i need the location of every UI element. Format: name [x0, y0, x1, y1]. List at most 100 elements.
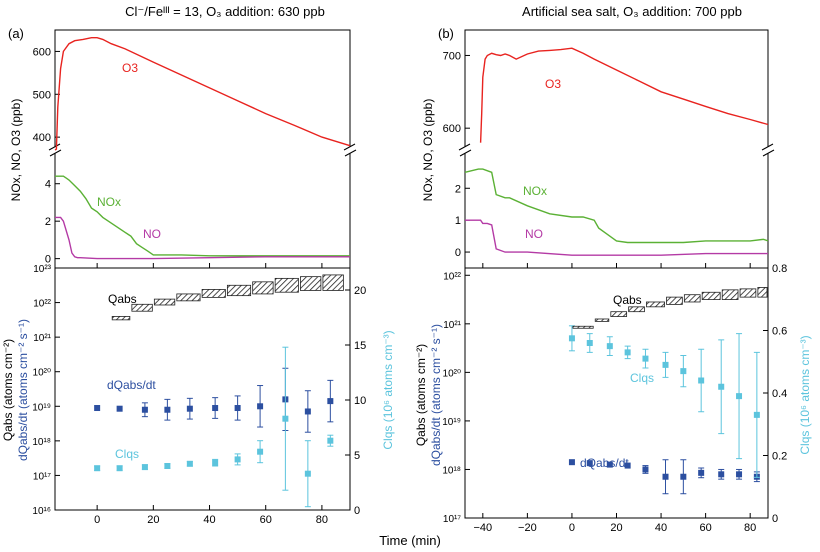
nox-y-tick-label: 4 [45, 179, 51, 191]
qabs-bar [572, 325, 594, 329]
x-tick-label: 80 [744, 522, 756, 534]
dq-point [568, 459, 575, 466]
right-y-tick-label: 0 [772, 513, 778, 525]
dq-point [606, 461, 613, 468]
cl-point [586, 340, 593, 346]
x-axis-title: Time (min) [379, 533, 441, 548]
dq-point [116, 405, 123, 412]
qabs-bar [176, 293, 201, 302]
qabs-bar [683, 294, 701, 303]
log-y-tick-label: 10¹⁷ [443, 514, 461, 525]
qabs-bar [226, 284, 252, 297]
panel-a: 0 20 40 60 80 400 500 600 0 2 4 10¹⁶ 10¹⁷ 10¹⁸ 10¹⁹ 10²… [1, 29, 395, 526]
dq-point [736, 471, 743, 478]
qabs-y-axis-label: Qabs (atoms cm⁻²) [1, 339, 15, 441]
axis-break-gap [459, 147, 471, 153]
nox-series-label: NOx [523, 184, 547, 198]
qabs-bar [628, 306, 645, 313]
cl-point [164, 463, 171, 469]
x-tick-label: 40 [655, 522, 667, 534]
right-y-tick-label: 15 [354, 340, 366, 352]
dq-point [186, 405, 193, 412]
qabs-bar [721, 289, 739, 300]
series-line-no [55, 216, 350, 260]
cl-point [753, 411, 760, 418]
x-tick-label: 60 [260, 514, 272, 526]
dq-y-axis-label: dQabs/dt (atoms cm⁻² s⁻¹) [429, 324, 443, 466]
cl-series-label: Clqs [630, 371, 654, 385]
log-y-tick-label: 10²⁰ [443, 368, 461, 379]
series-line-nox [464, 168, 769, 244]
cl-point [662, 361, 669, 368]
dq-y-axis-label: dQabs/dt (atoms cm⁻² s⁻¹) [16, 319, 30, 461]
panel-a-title: Cl⁻/Feᴵᴵᴵ = 13, O₃ addition: 630 ppb [125, 4, 325, 19]
o3-y-tick-label: 600 [33, 46, 51, 58]
dq-point [718, 471, 725, 478]
o3-series-label: O3 [122, 61, 138, 75]
qabs-series-label: Qabs [613, 293, 642, 307]
axis-break-mark [459, 149, 472, 157]
qabs-bar [153, 298, 176, 306]
nox-y-tick-label: 0 [455, 247, 461, 259]
right-y-tick-label: 0.6 [772, 326, 787, 338]
dq-point [212, 405, 219, 412]
log-y-tick-label: 10²² [33, 299, 51, 310]
axis-break-mark [344, 149, 357, 157]
qabs-bar [646, 301, 665, 308]
right-y-tick-label: 10 [354, 395, 366, 407]
cl-point [718, 383, 725, 390]
qabs-bar [111, 315, 131, 321]
panel-b: −40 −20 0 20 40 60 80 600 700 0 1 2 10¹⁷ 10¹⁸ 10¹⁹ 10²⁰… [414, 29, 812, 534]
top-y-axis-label: NOx, NO, O3 (ppb) [9, 99, 23, 202]
log-y-tick-label: 10¹⁷ [33, 471, 51, 482]
qabs-y-axis-label: Qabs (atoms cm⁻²) [414, 344, 428, 446]
x-tick-label: −40 [473, 522, 492, 534]
nox-y-tick-label: 1 [455, 215, 461, 227]
axis-break-mark [49, 149, 62, 157]
axis-break-mark [761, 143, 774, 151]
dq-point [141, 406, 148, 413]
log-y-tick-label: 10²² [443, 271, 461, 282]
axis-break-gap [762, 147, 774, 153]
dq-point [304, 408, 311, 415]
qabs-bar [274, 277, 299, 293]
x-tick-label: −20 [518, 522, 537, 534]
qabs-bar [201, 289, 226, 298]
cl-point [736, 393, 743, 400]
no-series-label: NO [525, 227, 543, 241]
qabs-bar [131, 303, 153, 312]
cl-point [568, 335, 575, 342]
nox-series-label: NOx [97, 195, 121, 209]
dq-point [164, 406, 171, 413]
cl-point [186, 460, 193, 467]
right-y-tick-label: 0 [354, 505, 360, 517]
x-tick-label: 0 [94, 514, 100, 526]
right-y-tick-label: 0.2 [772, 451, 787, 463]
x-tick-label: 60 [699, 522, 711, 534]
o3-series-label: O3 [545, 77, 561, 91]
axis-break-mark [458, 143, 471, 151]
o3-y-tick-label: 400 [33, 132, 51, 144]
series-line-o3 [479, 47, 769, 143]
panel-a-label: (a) [8, 26, 24, 41]
qabs-series-label: Qabs [108, 292, 137, 306]
top-plot-frame [54, 29, 351, 269]
cl-point [304, 470, 311, 477]
no-series-label: NO [143, 227, 161, 241]
x-tick-label: 80 [316, 514, 328, 526]
cl-point [257, 448, 264, 455]
dq-point [234, 405, 241, 412]
o3-y-tick-label: 600 [443, 123, 461, 135]
qabs-bar [252, 281, 274, 295]
qabs-bar [300, 276, 322, 291]
cl-point [141, 464, 148, 471]
qabs-bar [594, 318, 610, 322]
dq-point [698, 469, 705, 476]
log-y-tick-label: 10²⁰ [33, 368, 51, 379]
panel-b-label: (b) [438, 26, 454, 41]
axis-break-gap [344, 147, 356, 153]
log-y-tick-label: 10²³ [33, 264, 51, 275]
qabs-bar [739, 288, 757, 298]
cl-point [212, 459, 219, 466]
dq-series-label: dQabs/dt [580, 456, 629, 470]
